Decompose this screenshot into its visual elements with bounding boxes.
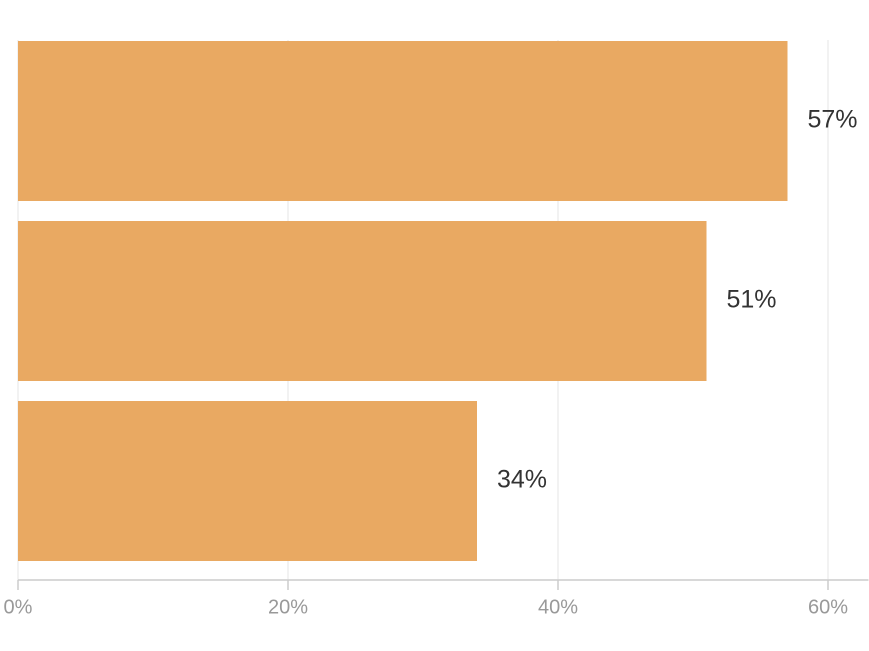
value-label: 57%: [808, 106, 858, 134]
bar: [18, 41, 788, 201]
value-label: 51%: [727, 286, 777, 314]
x-tick-label: 60%: [808, 596, 848, 618]
value-label: 34%: [497, 466, 547, 494]
bar: [18, 221, 707, 381]
x-tick-label: 40%: [538, 596, 578, 618]
bar: [18, 401, 477, 561]
x-tick-label: 20%: [268, 596, 308, 618]
x-tick-label: 0%: [4, 596, 33, 618]
